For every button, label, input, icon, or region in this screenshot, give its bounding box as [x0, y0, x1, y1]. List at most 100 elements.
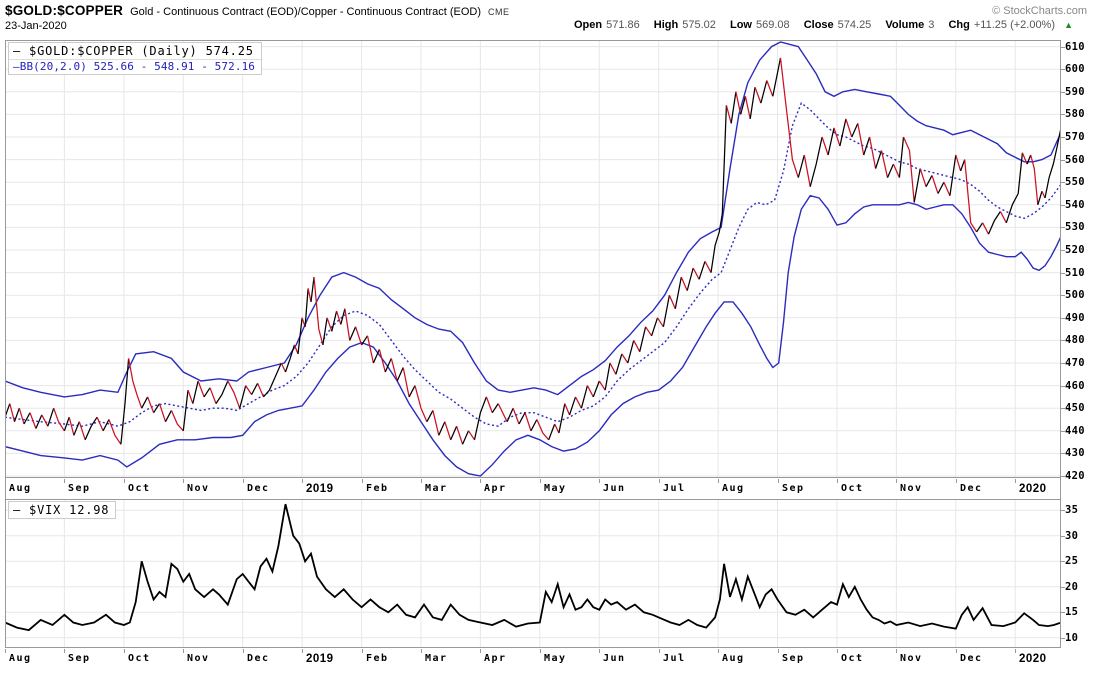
y-axis-tick — [1061, 227, 1065, 228]
x-axis-month-label: Apr — [484, 653, 507, 664]
x-axis-month-label: Aug — [722, 483, 745, 494]
vix-indicator-chart — [5, 499, 1061, 648]
y-axis-label: 460 — [1065, 380, 1085, 392]
series-bb_lower — [5, 194, 1061, 477]
x-axis-tick — [956, 479, 957, 483]
y-axis-tick — [1061, 340, 1065, 341]
x-axis-year-label: 2019 — [306, 653, 334, 665]
y-axis-label: 510 — [1065, 267, 1085, 279]
x-axis-tick — [837, 649, 838, 653]
y-axis-label: 20 — [1065, 581, 1079, 593]
x-axis-tick — [362, 479, 363, 483]
x-axis-strip-frame — [5, 478, 1061, 499]
x-axis-month-label: Sep — [68, 483, 91, 494]
x-axis-tick — [659, 479, 660, 483]
y-axis-tick — [1061, 69, 1065, 70]
y-axis-label: 520 — [1065, 244, 1085, 256]
x-axis-tick — [1015, 479, 1016, 483]
low-label: Low — [729, 19, 752, 31]
symbol-title: $GOLD:$COPPER — [5, 3, 124, 18]
change-value: +11.25 (+2.00%) — [973, 19, 1056, 31]
series-bb_upper — [5, 41, 1061, 398]
x-axis-tick — [659, 649, 660, 653]
y-axis-tick — [1061, 47, 1065, 48]
open-value: 571.86 — [606, 19, 640, 31]
y-axis-label: 580 — [1065, 108, 1085, 120]
x-axis-month-label: Nov — [900, 653, 923, 664]
y-axis-label: 530 — [1065, 221, 1085, 233]
change-label: Chg — [948, 19, 970, 31]
main-chart-legend: — $GOLD:$COPPER (Daily) 574.25 —BB(20,2.… — [8, 42, 263, 75]
x-axis-tick — [480, 479, 481, 483]
volume-label: Volume — [885, 19, 925, 31]
y-axis-tick — [1061, 536, 1065, 537]
high-value: 575.02 — [682, 19, 716, 31]
y-axis-label: 25 — [1065, 555, 1079, 567]
y-axis-tick — [1061, 250, 1065, 251]
x-axis-year-label: 2019 — [306, 483, 334, 495]
x-axis-month-label: Dec — [960, 653, 983, 664]
gridlines — [5, 499, 1061, 648]
series-price — [5, 57, 1061, 445]
y-axis-tick — [1061, 160, 1065, 161]
x-axis-tick — [540, 649, 541, 653]
chart-date: 23-Jan-2020 — [5, 20, 67, 32]
x-axis-tick — [183, 649, 184, 653]
series-vix — [5, 503, 1061, 632]
y-axis-tick — [1061, 510, 1065, 511]
x-axis-month-label: Sep — [782, 483, 805, 494]
y-axis-label: 490 — [1065, 312, 1085, 324]
x-axis-month-label: Aug — [9, 653, 32, 664]
y-axis-label: 430 — [1065, 447, 1085, 459]
open-label: Open — [573, 19, 603, 31]
y-axis-label: 35 — [1065, 504, 1079, 516]
x-axis-tick — [599, 649, 600, 653]
y-axis-tick — [1061, 431, 1065, 432]
x-axis-tick — [302, 649, 303, 653]
y-axis-label: 30 — [1065, 530, 1079, 542]
quote-row: 23-Jan-2020 Open 571.86 High 575.02 Low 569… — [5, 19, 1089, 35]
main-price-chart — [5, 40, 1061, 478]
vix-legend: — $VIX 12.98 — [8, 501, 117, 519]
y-axis-label: 550 — [1065, 176, 1085, 188]
y-axis-tick — [1061, 273, 1065, 274]
x-axis-month-label: Feb — [366, 653, 389, 664]
y-axis-tick — [1061, 453, 1065, 454]
x-axis-tick — [778, 479, 779, 483]
x-axis-month-label: Aug — [722, 653, 745, 664]
x-axis-month-label: May — [544, 653, 567, 664]
x-axis-month-label: Oct — [128, 483, 151, 494]
x-axis-year-label: 2020 — [1019, 483, 1047, 495]
y-axis-tick — [1061, 612, 1065, 613]
x-axis-tick — [837, 479, 838, 483]
x-axis-month-label: Feb — [366, 483, 389, 494]
x-axis-month-label: Oct — [841, 483, 864, 494]
x-axis-tick — [599, 479, 600, 483]
x-axis-tick — [64, 479, 65, 483]
y-axis-tick — [1061, 476, 1065, 477]
x-axis-month-label: Apr — [484, 483, 507, 494]
chart-header: $GOLD:$COPPER Gold - Continuous Contract … — [5, 2, 1089, 18]
x-axis-tick — [243, 649, 244, 653]
price-legend-entry: — $GOLD:$COPPER (Daily) 574.25 — [13, 44, 254, 58]
y-axis-tick — [1061, 587, 1065, 588]
vix-legend-entry: — $VIX 12.98 — [13, 503, 110, 517]
y-axis-label: 440 — [1065, 425, 1085, 437]
x-axis-tick — [421, 649, 422, 653]
y-axis-label: 470 — [1065, 357, 1085, 369]
change-up-icon: ▲ — [1064, 20, 1073, 30]
x-axis-month-label: Oct — [128, 653, 151, 664]
exchange-label: CME — [488, 7, 510, 17]
x-axis-tick — [362, 649, 363, 653]
x-axis-month-label: May — [544, 483, 567, 494]
x-axis-tick — [896, 649, 897, 653]
y-axis-tick — [1061, 295, 1065, 296]
x-axis-month-label: Sep — [782, 653, 805, 664]
x-axis-month-label: Dec — [960, 483, 983, 494]
x-axis-tick — [183, 479, 184, 483]
y-axis-label: 600 — [1065, 63, 1085, 75]
high-label: High — [653, 19, 679, 31]
y-axis-label: 500 — [1065, 289, 1085, 301]
y-axis-tick — [1061, 363, 1065, 364]
